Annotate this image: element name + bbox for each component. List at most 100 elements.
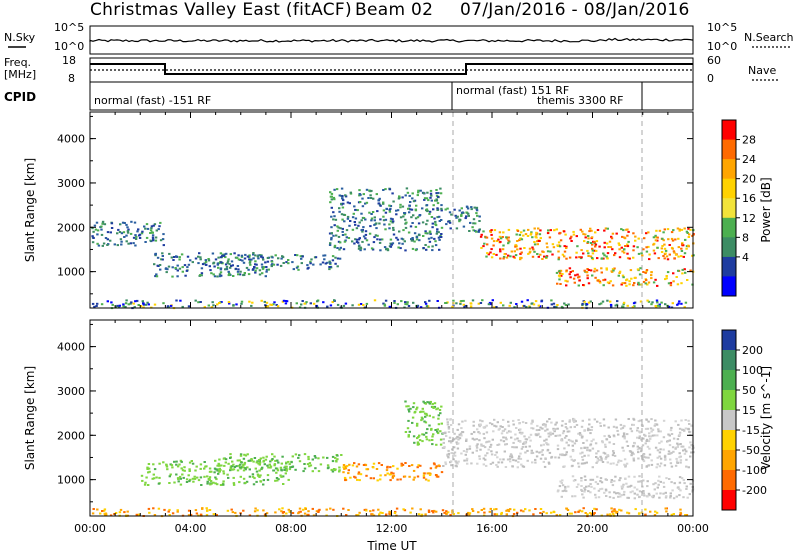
echo-cell [252,268,255,271]
echo-cell [638,490,642,493]
echo-cell [264,458,268,461]
echo-cell [676,445,679,448]
echo-cell [473,206,476,209]
echo-cell [618,248,621,251]
echo-cell [280,468,283,471]
echo-cell [436,300,439,302]
echo-cell [563,302,566,305]
echo-cell [222,254,226,257]
echo-cell [502,440,506,443]
echo-cell [341,206,345,209]
echo-cell [676,461,679,464]
echo-cell [422,247,425,249]
echo-cell [544,457,547,460]
echo-cell [501,248,505,251]
echo-cell [291,261,294,264]
echo-cell [692,254,695,257]
echo-cell [632,232,635,235]
echo-cell [403,212,407,215]
echo-cell [561,454,564,457]
echo-cell [125,240,128,243]
echo-cell [534,508,537,510]
echo-cell [503,450,506,453]
echo-cell [335,459,338,462]
echo-cell [151,234,155,237]
echo-cell [676,227,680,230]
echo-cell [531,255,535,258]
echo-cell [329,304,333,307]
echo-cell [609,462,612,465]
echo-cell [432,416,435,419]
echo-cell [565,427,569,430]
echo-cell [536,424,539,427]
echo-cell [546,232,550,235]
echo-cell [182,476,185,479]
echo-cell [398,230,401,233]
echo-cell [470,462,473,465]
echo-cell [583,300,586,303]
echo-cell [568,419,572,422]
echo-cell [429,472,432,475]
echo-cell [428,474,432,476]
echo-cell [540,299,544,302]
echo-cell [360,219,363,222]
echo-cell [603,452,607,455]
echo-cell [651,301,654,304]
echo-cell [637,420,640,423]
echo-cell [486,440,489,443]
echo-cell [161,238,165,241]
echo-cell [170,464,174,467]
echo-cell [165,271,168,274]
echo-cell [460,213,463,216]
echo-cell [433,237,436,240]
echo-cell [200,267,204,270]
echo-cell [584,270,587,273]
echo-cell [389,220,393,223]
echo-cell [682,479,685,482]
echo-cell [586,277,589,280]
echo-cell [274,467,278,470]
echo-cell [99,512,102,515]
echo-cell [176,275,179,278]
echo-cell [166,268,169,271]
echo-cell [247,268,250,271]
echo-cell [465,438,468,441]
echo-cell [207,259,211,262]
echo-cell [425,223,428,226]
echo-cell [419,306,423,309]
echo-cell [581,493,584,496]
echo-cell [620,459,623,462]
echo-cell [347,237,351,239]
echo-cell [585,303,589,306]
echo-cell [272,469,275,472]
echo-cell [519,258,522,261]
echo-cell [275,304,278,306]
echo-cell [124,302,128,305]
echo-cell [518,455,521,458]
echo-cell [632,423,635,426]
echo-cell [95,221,99,224]
echo-cell [489,507,492,510]
echo-cell [626,234,629,237]
echo-cell [450,440,453,443]
echo-cell [265,301,269,304]
echo-cell [379,249,382,252]
echo-cell [582,233,585,236]
echo-cell [581,304,584,306]
echo-cell [566,509,570,511]
echo-cell [351,464,355,467]
echo-cell [420,419,423,422]
echo-cell [678,434,681,437]
echo-cell [303,467,307,470]
echo-cell [336,458,339,461]
echo-cell [538,233,542,236]
echo-cell [287,259,290,261]
echo-cell [651,428,655,431]
echo-cell [125,223,128,226]
echo-cell [176,465,180,468]
echo-cell [528,251,531,254]
echo-cell [510,250,513,253]
echo-cell [386,249,390,252]
echo-cell [633,282,636,284]
